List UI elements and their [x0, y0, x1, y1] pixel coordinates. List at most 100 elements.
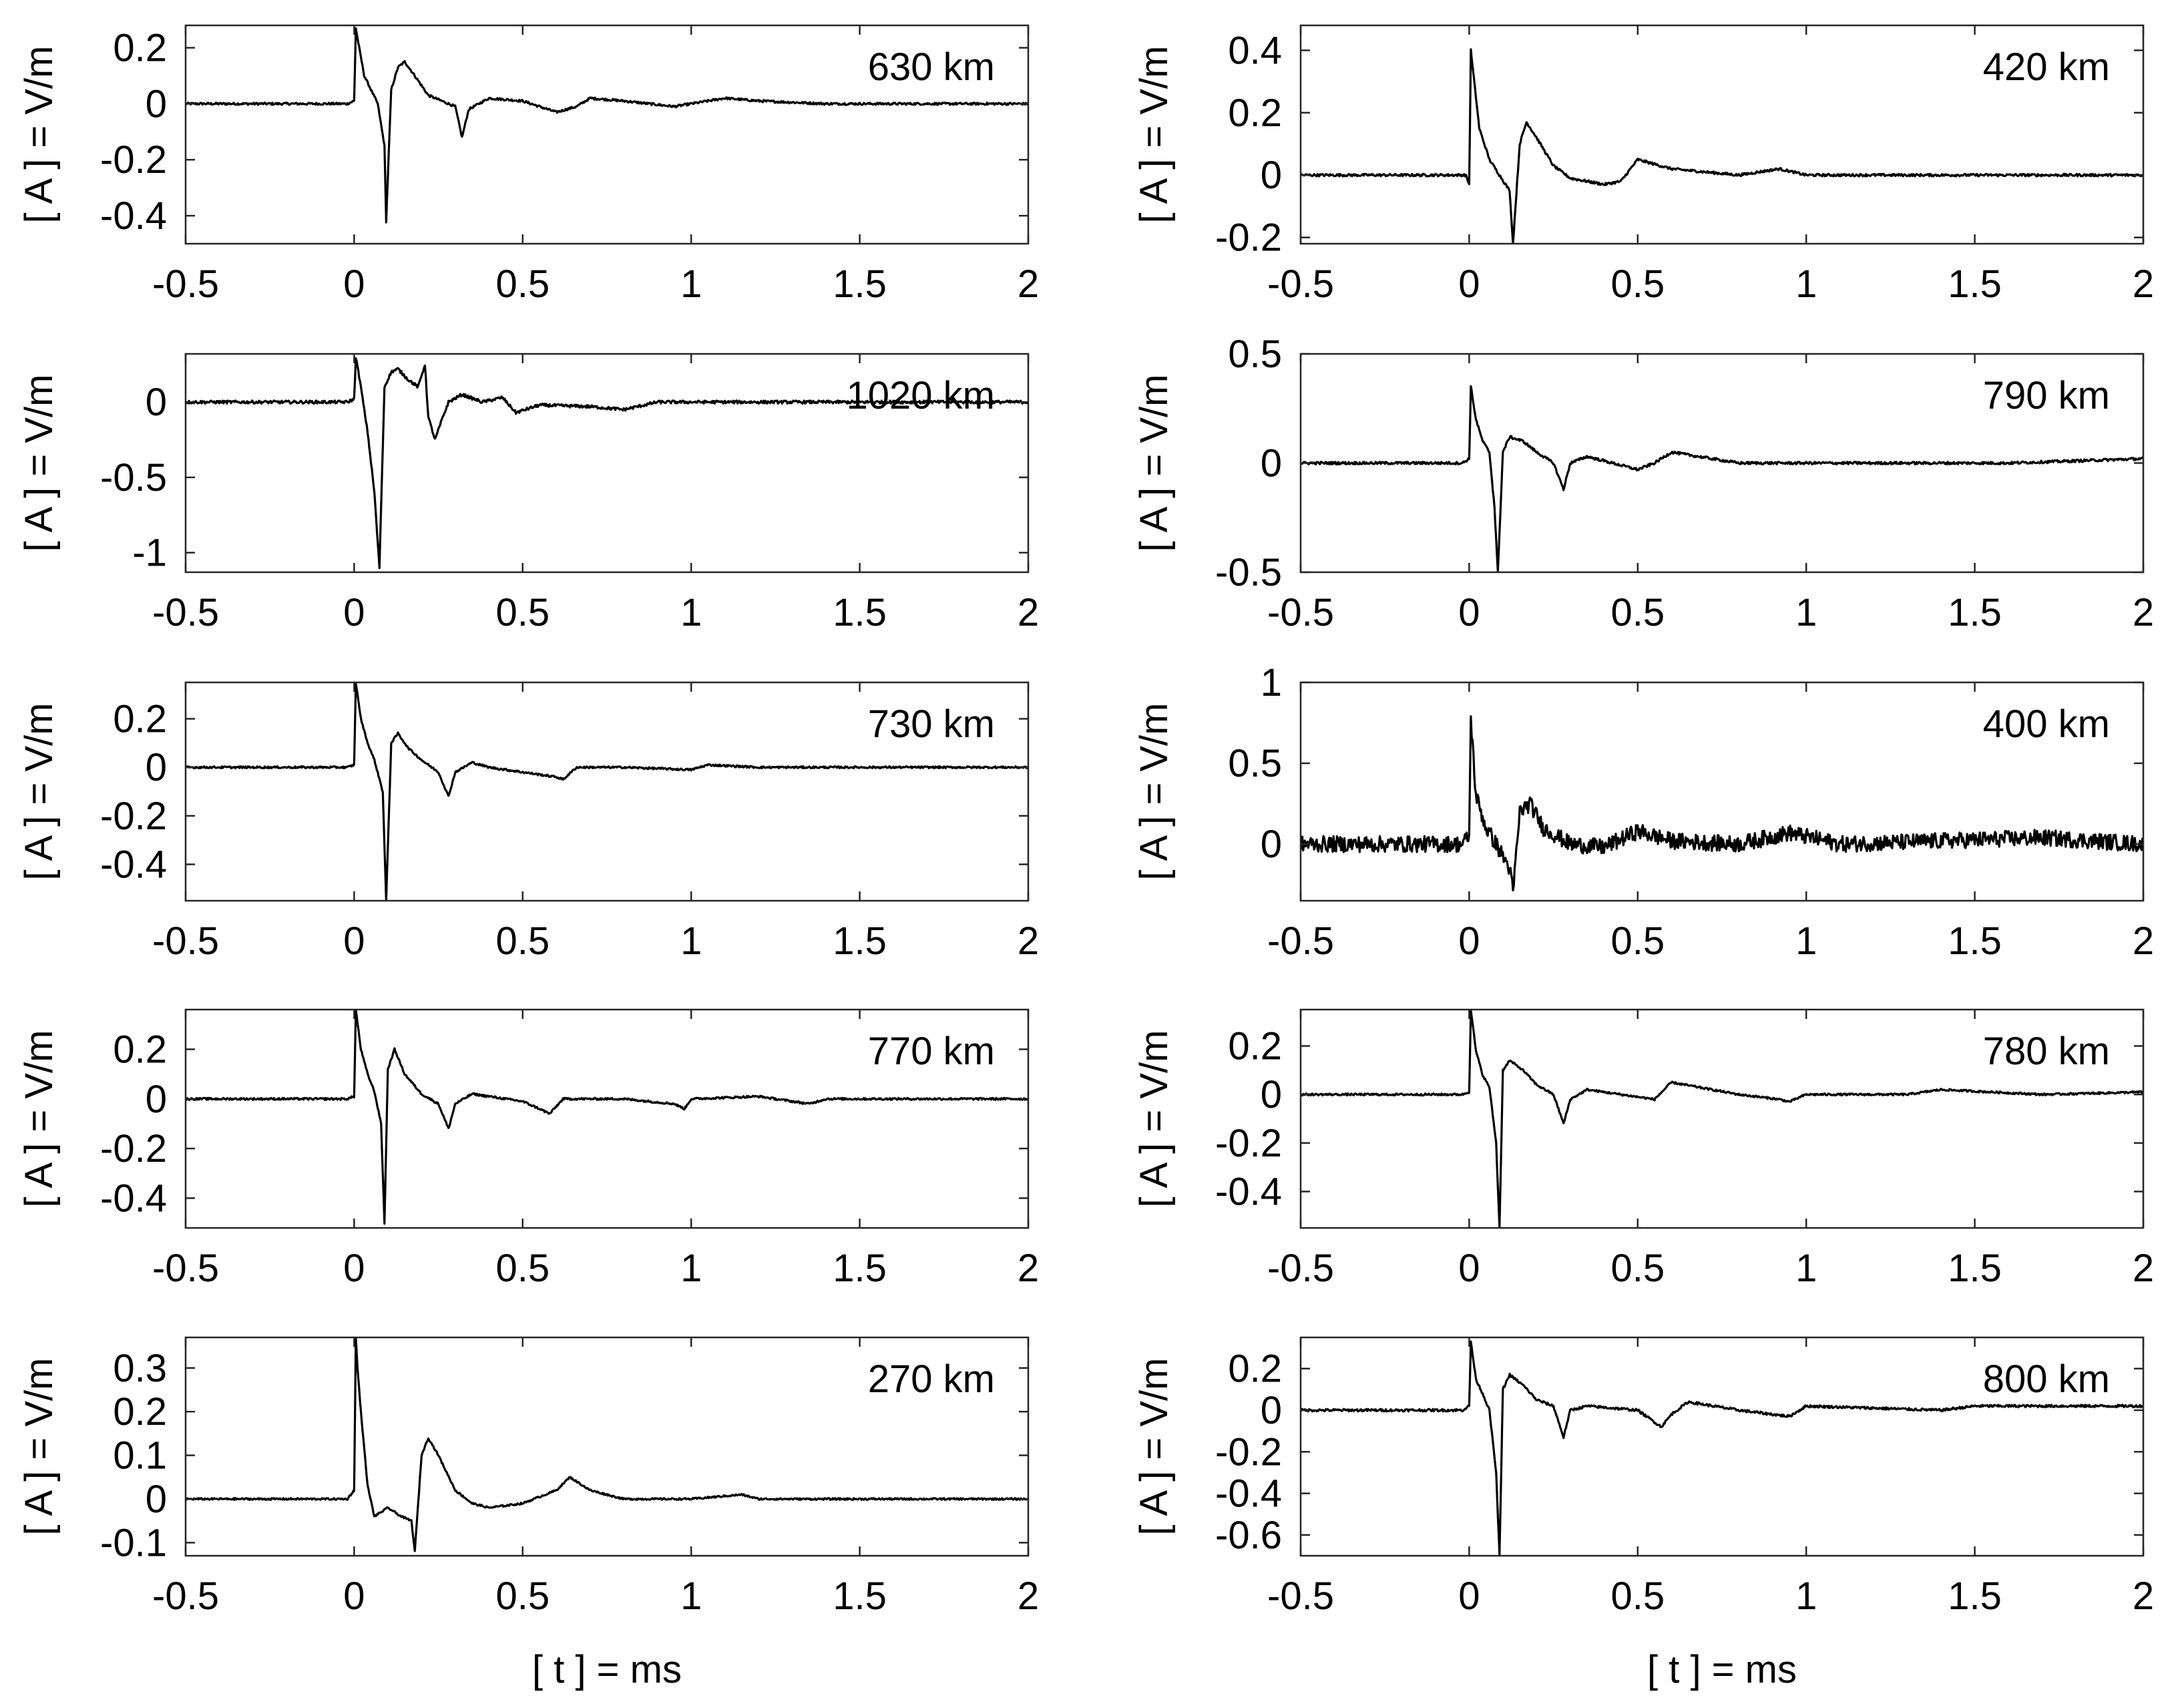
- x-tick-label: 0: [1458, 262, 1480, 306]
- y-tick-label: -0.4: [100, 843, 167, 887]
- panel-title: 420 km: [1983, 45, 2110, 89]
- y-tick-label: 0.2: [1228, 1025, 1282, 1068]
- x-tick-label: 2: [2133, 262, 2154, 306]
- x-tick-label: 0: [1458, 919, 1480, 963]
- y-tick-label: -0.4: [1215, 1472, 1282, 1516]
- y-tick-label: -0.1: [100, 1521, 167, 1564]
- y-tick-label: -0.4: [100, 1177, 167, 1220]
- subplot-790-km: -0.5 0 0.5 1 1.5 2 0.5 0 -0.5 [ A ] = V/m 790 km: [1132, 333, 2154, 634]
- y-tick-label: -0.2: [1215, 1122, 1282, 1165]
- x-tick-label: 2: [2133, 919, 2154, 963]
- y-tick-label: 0.4: [1228, 29, 1282, 72]
- panel-title: 270 km: [868, 1357, 995, 1401]
- x-tick-label: 0: [343, 919, 365, 963]
- x-tick-label: 0: [343, 1574, 365, 1618]
- y-tick-label: -0.4: [1215, 1170, 1282, 1214]
- x-tick-label: -0.5: [152, 1574, 219, 1618]
- x-tick-label: 2: [1018, 919, 1039, 963]
- panel-title: 800 km: [1983, 1357, 2110, 1401]
- axes-box: [184, 353, 1030, 574]
- x-tick-label: 0: [1458, 1247, 1480, 1290]
- subplot-400-km: -0.5 0 0.5 1 1.5 2 1 0.5 0 [ A ] = V/m 400 km: [1132, 661, 2154, 963]
- x-tick-label: 1.5: [1948, 1247, 2002, 1290]
- x-tick-label: 2: [2133, 591, 2154, 634]
- y-tick-label: -0.2: [100, 1127, 167, 1170]
- y-tick-label: 0.2: [113, 1390, 167, 1434]
- y-tick-label: 0: [146, 1078, 167, 1121]
- x-tick-label: 0.5: [1610, 919, 1665, 963]
- y-tick-label: 0.2: [113, 698, 167, 741]
- y-axis-label: [ A ] = V/m: [1132, 703, 1176, 881]
- x-tick-label: 2: [1018, 591, 1039, 634]
- x-tick-label: -0.5: [1267, 1247, 1334, 1290]
- x-tick-label: 1: [680, 1247, 702, 1290]
- x-tick-label: -0.5: [152, 919, 219, 963]
- x-tick-label: 0: [1458, 591, 1480, 634]
- x-tick-label: 0: [343, 262, 365, 306]
- y-tick-label: -0.2: [1215, 216, 1282, 260]
- axes-box: [1299, 24, 2145, 245]
- x-tick-label: 0.5: [1610, 1574, 1665, 1618]
- panel-title: 790 km: [1983, 374, 2110, 417]
- panel-title: 780 km: [1983, 1030, 2110, 1073]
- subplot-420-km: -0.5 0 0.5 1 1.5 2 0.4 0.2 0 -0.2 [ A ] = V/m 420 k…: [1132, 24, 2154, 306]
- subplot-1020-km: -0.5 0 0.5 1 1.5 2 0 -0.5 -1 [ A ] = V/m 1020 km: [17, 353, 1039, 634]
- x-tick-label: -0.5: [152, 591, 219, 634]
- signal-line: [186, 357, 1028, 570]
- x-tick-label: 1: [680, 591, 702, 634]
- signal-line: [1301, 1340, 2143, 1556]
- x-tick-label: -0.5: [152, 1247, 219, 1290]
- x-tick-label: 1.5: [833, 262, 887, 306]
- y-axis-label: [ A ] = V/m: [1132, 46, 1176, 224]
- x-tick-label: 1.5: [833, 1247, 887, 1290]
- y-axis-label: [ A ] = V/m: [1132, 1030, 1176, 1208]
- signal-line: [1301, 385, 2143, 572]
- y-tick-label: 0: [146, 1478, 167, 1521]
- axes-box: [184, 1008, 1030, 1229]
- x-tick-label: 1: [1795, 262, 1817, 306]
- y-tick-label: -0.2: [100, 138, 167, 182]
- x-axis-label: [ t ] = ms: [1647, 1648, 1797, 1691]
- x-tick-label: 1.5: [1948, 919, 2002, 963]
- x-tick-label: 1.5: [833, 919, 887, 963]
- y-tick-label: 0.5: [1228, 333, 1282, 376]
- y-axis-label: [ A ] = V/m: [17, 1358, 61, 1536]
- panel-title: 730 km: [868, 702, 995, 746]
- y-tick-label: 1: [1261, 661, 1282, 704]
- x-tick-label: 0: [343, 591, 365, 634]
- x-tick-label: 0.5: [495, 262, 550, 306]
- x-tick-label: 2: [2133, 1574, 2154, 1618]
- y-axis-label: [ A ] = V/m: [1132, 375, 1176, 552]
- x-tick-label: 1: [680, 1574, 702, 1618]
- subplot-270-km: -0.5 0 0.5 1 1.5 20.30.20.10-0.1[ A ] = V/m 27…: [17, 1336, 1039, 1691]
- axes-box: [184, 681, 1030, 902]
- axes-box: [1299, 1008, 2145, 1229]
- x-tick-label: 0.5: [495, 919, 550, 963]
- y-tick-label: -0.5: [100, 456, 167, 499]
- x-tick-label: 2: [1018, 1247, 1039, 1290]
- signal-line: [1301, 1010, 2143, 1228]
- x-tick-label: 0.5: [495, 1247, 550, 1290]
- y-tick-label: -0.2: [1215, 1430, 1282, 1474]
- signal-line: [186, 27, 1028, 224]
- y-tick-label: 0.1: [113, 1434, 167, 1478]
- x-tick-label: 0.5: [1610, 262, 1665, 306]
- subplot-800-km: -0.5 0 0.5 1 1.5 20.20-0.2-0.4-0.6[ A ] = V/m…: [1132, 1336, 2154, 1691]
- y-tick-label: 0.5: [1228, 742, 1282, 785]
- x-tick-label: -0.5: [1267, 591, 1334, 634]
- x-tick-label: 1.5: [1948, 262, 2002, 306]
- y-axis-label: [ A ] = V/m: [17, 1030, 61, 1208]
- x-tick-label: 0.5: [495, 591, 550, 634]
- panel-title: 770 km: [868, 1030, 995, 1073]
- x-tick-label: 1: [1795, 591, 1817, 634]
- x-tick-label: 1: [680, 262, 702, 306]
- x-tick-label: -0.5: [1267, 262, 1334, 306]
- panel-title: 1020 km: [847, 374, 995, 417]
- y-tick-label: 0.3: [113, 1347, 167, 1390]
- y-axis-label: [ A ] = V/m: [17, 703, 61, 881]
- x-tick-label: 2: [1018, 262, 1039, 306]
- y-axis-label: [ A ] = V/m: [1132, 1358, 1176, 1536]
- y-tick-label: -1: [132, 531, 167, 575]
- y-tick-label: 0: [1261, 154, 1282, 197]
